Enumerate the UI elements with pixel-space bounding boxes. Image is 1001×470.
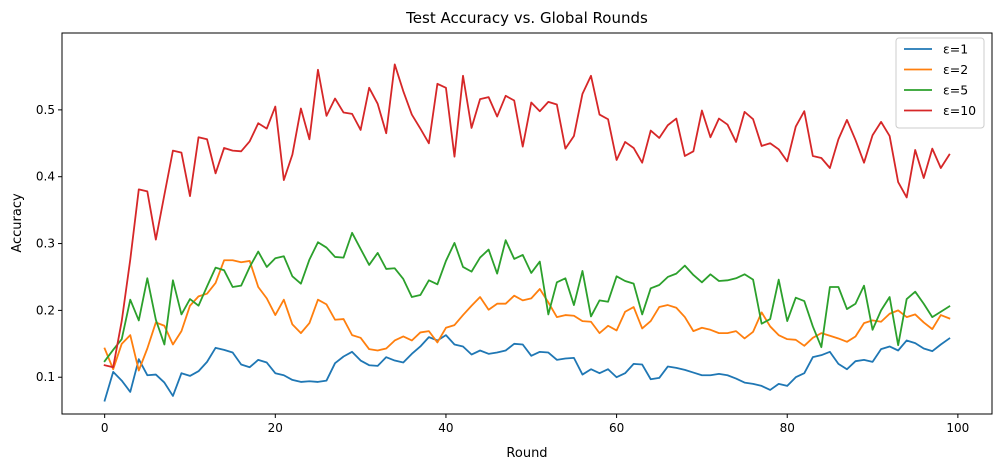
y-axis-label: Accuracy — [10, 193, 25, 253]
legend-label-4: ε=10 — [943, 103, 976, 118]
y-tick-label: 0.1 — [36, 370, 55, 384]
x-axis-label: Round — [506, 446, 547, 461]
chart-title: Test Accuracy vs. Global Rounds — [405, 9, 648, 27]
legend-label-2: ε=2 — [943, 62, 968, 77]
legend-label-3: ε=5 — [943, 83, 968, 98]
x-tick-label: 40 — [438, 421, 453, 435]
x-tick-label: 0 — [101, 421, 109, 435]
y-axis: 0.1 0.2 0.3 0.4 0.5 — [36, 103, 62, 384]
plot-area-frame — [61, 32, 993, 415]
x-tick-label: 100 — [946, 421, 969, 435]
x-tick-label: 60 — [609, 421, 624, 435]
series-layer — [103, 63, 951, 402]
x-axis: 0 20 40 60 80 100 — [101, 414, 969, 435]
series-line-2 — [103, 259, 951, 372]
x-tick-label: 20 — [268, 421, 283, 435]
legend-box — [895, 37, 985, 129]
x-tick-label: 80 — [780, 421, 795, 435]
y-tick-label: 0.4 — [36, 170, 55, 184]
y-tick-label: 0.3 — [36, 237, 55, 251]
y-tick-label: 0.2 — [36, 303, 55, 317]
series-line-3 — [103, 231, 951, 363]
y-tick-label: 0.5 — [36, 103, 55, 117]
legend-label-1: ε=1 — [943, 42, 968, 57]
legend: ε=1 ε=2 ε=5 ε=10 — [895, 37, 985, 129]
series-line-4 — [103, 63, 951, 369]
series-line-1 — [103, 334, 951, 402]
